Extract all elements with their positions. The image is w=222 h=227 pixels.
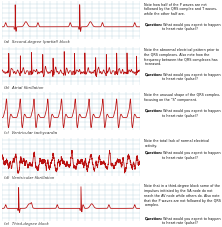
Text: Question:: Question: — [144, 72, 163, 76]
Text: Question:: Question: — [144, 151, 163, 155]
Text: What would you expect to happen to heart rate (pulse)?: What would you expect to happen to heart… — [161, 217, 220, 225]
Text: (a)  Second-degree (partial) block: (a) Second-degree (partial) block — [4, 40, 69, 44]
Text: Note the abnormal electrical pattern prior to the QRS complexes. Also note how t: Note the abnormal electrical pattern pri… — [144, 48, 219, 66]
Text: Question:: Question: — [144, 109, 163, 113]
Text: Question:: Question: — [144, 23, 163, 27]
Text: (c)  Ventricular tachycardia: (c) Ventricular tachycardia — [4, 131, 57, 135]
Text: Note that in a third-degree block some of the impulses initiated by the SA node : Note that in a third-degree block some o… — [144, 184, 221, 207]
Text: Note how half of the P waves are not followed by the QRS complex and T waves, wh: Note how half of the P waves are not fol… — [144, 3, 218, 16]
Text: (e)  Third-degree block: (e) Third-degree block — [4, 222, 48, 226]
Text: Note the unusual shape of the QRS complex, focusing on the "S" component.: Note the unusual shape of the QRS comple… — [144, 94, 221, 102]
Text: What would you expect to happen to heart rate (pulse)?: What would you expect to happen to heart… — [161, 109, 220, 118]
Text: (b)  Atrial fibrillation: (b) Atrial fibrillation — [4, 86, 43, 90]
Text: Question:: Question: — [144, 217, 163, 221]
Text: (d)  Ventricular fibrillation: (d) Ventricular fibrillation — [4, 176, 54, 180]
Text: Note the total lack of normal electrical activity.: Note the total lack of normal electrical… — [144, 139, 210, 148]
Text: What would you expect to happen to heart rate (pulse)?: What would you expect to happen to heart… — [161, 72, 220, 81]
Text: What would you expect to happen to heart rate (pulse)?: What would you expect to happen to heart… — [161, 23, 220, 31]
Text: What would you expect to happen to heart rate (pulse)?: What would you expect to happen to heart… — [161, 151, 220, 160]
